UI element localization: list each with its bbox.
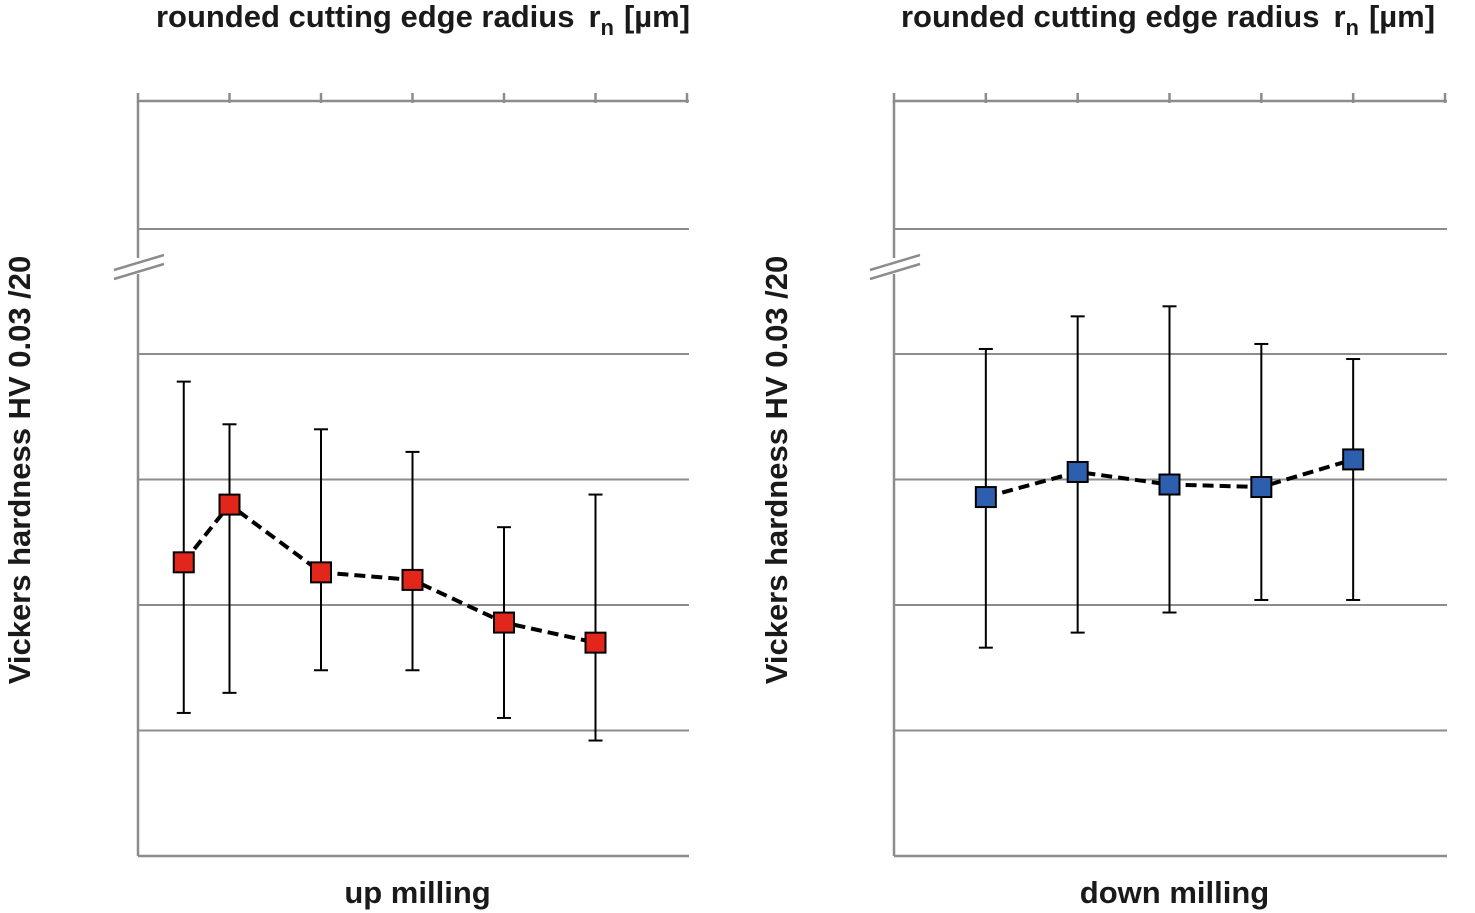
top-axis-unit: [µm] [1369, 0, 1435, 34]
down-milling-panel: rounded cutting edge radius rn [µm] Vickers… [759, 0, 1447, 910]
axis-break-mark [869, 253, 921, 272]
data-point-marker [172, 551, 195, 574]
data-point-marker [1250, 476, 1273, 499]
top-axis-variable: r [588, 0, 600, 34]
data-point-marker [584, 631, 607, 654]
top-axis-subscript: n [1346, 15, 1359, 40]
data-point-marker [1066, 460, 1089, 483]
axis-break-mark [113, 253, 165, 272]
top-axis-variable: r [1333, 0, 1345, 34]
axis-break-mark [113, 262, 165, 281]
series-line [182, 501, 596, 645]
top-axis-title-text: rounded cutting edge radius [901, 0, 1320, 34]
axis-break-mark [869, 262, 921, 281]
up-milling-panel: rounded cutting edge radius rn [µm] Vickers… [2, 0, 690, 910]
y-axis-title: Vickers hardness HV 0.03 /20 [2, 256, 37, 685]
top-axis-title-text: rounded cutting edge radius [156, 0, 575, 34]
data-point-marker [401, 568, 424, 591]
x-axis-title: down milling [1080, 875, 1269, 910]
data-point-marker [310, 561, 332, 584]
data-point-marker [493, 611, 515, 634]
data-point-marker [974, 486, 997, 509]
data-point-marker [1158, 473, 1181, 496]
data-point-marker [1342, 448, 1365, 471]
top-axis-subscript: n [601, 15, 614, 40]
top-axis-title: rounded cutting edge radius rn [µm] [156, 0, 690, 40]
data-point-marker [218, 493, 241, 516]
y-axis-title: Vickers hardness HV 0.03 /20 [759, 256, 794, 685]
top-axis-unit: [µm] [624, 0, 690, 34]
top-axis-title: rounded cutting edge radius rn [µm] [901, 0, 1435, 40]
x-axis-title: up milling [344, 875, 490, 910]
